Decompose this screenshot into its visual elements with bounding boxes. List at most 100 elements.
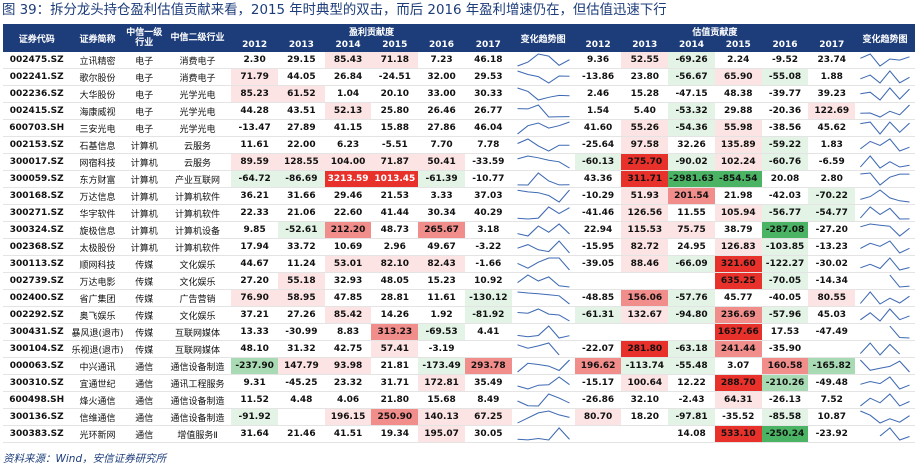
cell-profit: 13.33	[231, 323, 278, 341]
cell-valuation: 321.60	[714, 255, 762, 273]
cell-valuation: -13.23	[808, 238, 856, 256]
profit-trend-chart	[511, 272, 575, 290]
cell-profit: 4.41	[464, 323, 512, 341]
cell-profit: 29.46	[324, 187, 372, 205]
cell-name: 大华股份	[70, 85, 125, 103]
cell-industry-2: 计算机软件	[163, 187, 232, 205]
table-row: 002475.SZ 立讯精密 电子 消费电子 2.30 29.15 85.43 71.18 7.…	[3, 52, 915, 69]
profit-trend-chart	[511, 52, 575, 69]
cell-profit: 7.70	[418, 136, 465, 154]
cell-valuation: 14.08	[668, 425, 715, 443]
cell-valuation: 126.56	[621, 204, 669, 222]
cell-profit: 3213.59	[324, 170, 372, 188]
table-row: 300310.SZ 宜通世纪 通信 通讯工程服务 9.31 -45.25 23.32 31.7…	[3, 374, 915, 392]
cell-valuation: -48.85	[574, 289, 622, 307]
trend-line	[860, 393, 910, 407]
cell-valuation: 52.55	[621, 52, 669, 69]
table-row: 300431.SZ 暴风退(退市) 传媒 互联网媒体 13.33 -30.99 8.83 31…	[3, 323, 915, 341]
profit-trend-chart	[511, 68, 575, 86]
cell-profit: 27.20	[231, 272, 278, 290]
trend-line	[860, 223, 911, 237]
cell-profit: 7.23	[418, 52, 465, 69]
cell-profit: 48.73	[371, 221, 419, 239]
header-profit-year: 2014	[324, 38, 372, 52]
cell-profit: 19.34	[371, 425, 419, 443]
cell-profit: 30.05	[464, 425, 512, 443]
valuation-trend-chart	[855, 289, 915, 307]
cell-industry-2: 云服务	[163, 153, 232, 171]
cell-valuation: 2.80	[808, 170, 856, 188]
cell-profit: 37.21	[231, 306, 278, 324]
trend-line	[860, 138, 910, 152]
cell-code: 300431.SZ	[3, 323, 71, 341]
cell-profit: -13.47	[231, 119, 278, 137]
cell-valuation: 88.46	[621, 255, 669, 273]
cell-profit: 15.23	[418, 272, 465, 290]
cell-industry-2: 文化娱乐	[163, 255, 232, 273]
valuation-trend-chart	[855, 221, 915, 239]
cell-valuation: 64.31	[714, 391, 762, 409]
cell-valuation: -69.26	[668, 52, 715, 69]
cell-valuation: -22.07	[574, 340, 622, 358]
valuation-trend-chart	[855, 153, 915, 171]
cell-valuation: 7.52	[808, 391, 856, 409]
table-row: 300324.SZ 旋极信息 计算机 计算机设备 9.85 -52.61 212.20 48.…	[3, 221, 915, 239]
cell-valuation: 17.53	[761, 323, 809, 341]
trend-line	[860, 70, 910, 84]
cell-profit: 7.78	[464, 136, 512, 154]
cell-valuation: -35.90	[761, 340, 809, 358]
cell-profit: 2.30	[231, 52, 278, 69]
table-row: 002400.SZ 省广集团 传媒 广告营销 76.90 58.95 47.85 28.81 1…	[3, 289, 915, 307]
cell-valuation: 11.55	[668, 204, 715, 222]
cell-valuation: 29.88	[714, 102, 762, 120]
cell-code: 002415.SZ	[3, 102, 71, 120]
valuation-trend-chart	[855, 136, 915, 154]
cell-valuation: 281.80	[621, 340, 669, 358]
cell-name: 光环新网	[70, 425, 125, 443]
cell-profit: 48.10	[231, 340, 278, 358]
cell-profit: 53.01	[324, 255, 372, 273]
profit-trend-chart	[511, 136, 575, 154]
valuation-trend-chart	[855, 102, 915, 120]
cell-profit: 46.18	[464, 52, 512, 69]
cell-valuation: 18.20	[621, 408, 669, 426]
trend-line	[860, 359, 911, 373]
cell-profit: 43.51	[277, 102, 325, 120]
cell-profit: 30.33	[464, 85, 512, 103]
cell-profit: 85.43	[324, 52, 372, 69]
header-profit-contribution: 盈利贡献度	[231, 24, 512, 38]
cell-profit: 21.46	[277, 425, 325, 443]
cell-code: 300168.SZ	[3, 187, 71, 205]
table-row: 300168.SZ 万达信息 计算机 计算机软件 36.21 31.66 29.46 21.5…	[3, 187, 915, 205]
cell-industry-1: 传媒	[124, 340, 164, 358]
cell-valuation: 311.71	[621, 170, 669, 188]
trend-line	[517, 104, 570, 118]
cell-profit: 195.07	[418, 425, 465, 443]
trend-line	[516, 257, 570, 271]
cell-profit: 26.77	[464, 102, 512, 120]
cell-profit: 140.13	[418, 408, 465, 426]
cell-industry-2: 文化娱乐	[163, 272, 232, 290]
cell-name: 华宇软件	[70, 204, 125, 222]
profit-trend-chart	[511, 102, 575, 120]
cell-industry-2: 计算机软件	[163, 204, 232, 222]
cell-profit: 31.66	[277, 187, 325, 205]
cell-profit: -24.51	[371, 68, 419, 86]
profit-trend-chart	[511, 323, 575, 341]
cell-valuation: 45.77	[714, 289, 762, 307]
cell-profit: 265.67	[418, 221, 465, 239]
cell-profit: 293.78	[464, 357, 512, 375]
cell-profit: 21.53	[371, 187, 419, 205]
trend-line	[517, 87, 570, 101]
cell-valuation	[668, 323, 715, 341]
header-profit-year: 2017	[464, 38, 512, 52]
trend-line	[517, 325, 570, 339]
cell-valuation	[574, 425, 622, 443]
cell-name: 万达电影	[70, 272, 125, 290]
cell-code: 002475.SZ	[3, 52, 71, 69]
trend-line	[860, 155, 910, 169]
valuation-trend-chart	[855, 425, 915, 443]
header-industry-2: 中信二级行业	[163, 24, 232, 52]
header-val-year: 2012	[574, 38, 622, 52]
cell-profit: 1.92	[418, 306, 465, 324]
